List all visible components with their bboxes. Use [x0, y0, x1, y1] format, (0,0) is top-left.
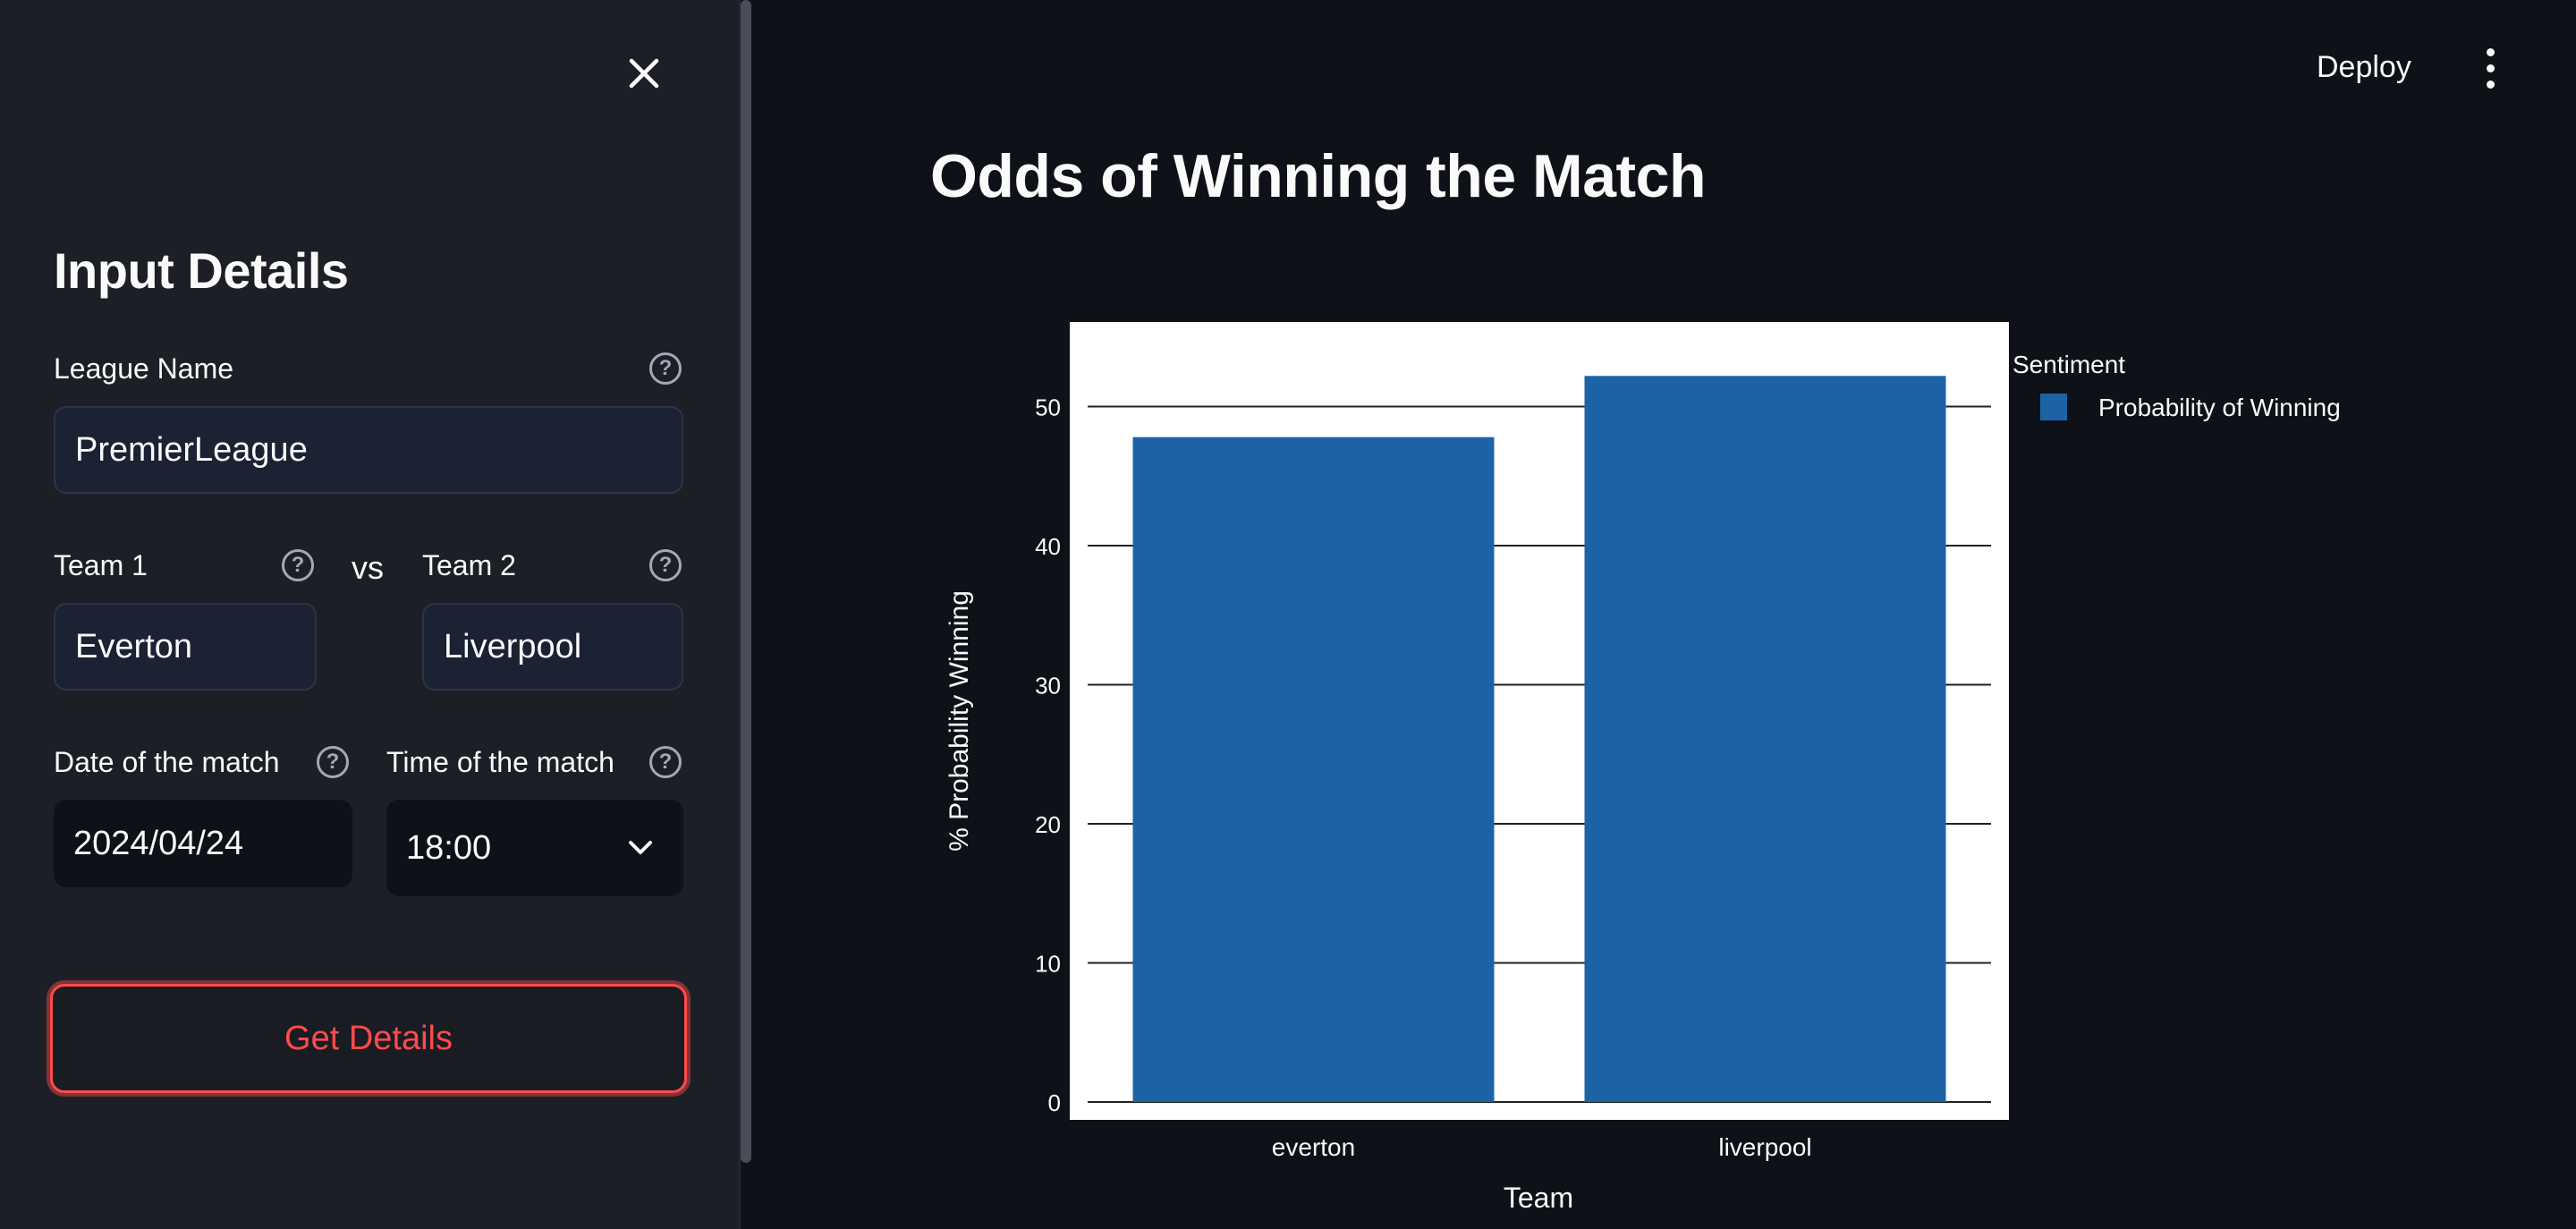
sidebar-title: Input Details — [54, 242, 349, 299]
bar-everton — [1132, 437, 1495, 1102]
get-details-button[interactable]: Get Details — [50, 984, 687, 1093]
close-icon — [629, 58, 659, 89]
y-tick-label: 0 — [1048, 1089, 1061, 1116]
legend-title: Sentiment — [2012, 351, 2125, 378]
legend-label: Probability of Winning — [2098, 394, 2341, 421]
team2-label: Team 2 — [422, 549, 516, 581]
legend-swatch — [2040, 394, 2067, 420]
time-help-icon[interactable]: ? — [649, 746, 682, 778]
team1-label: Team 1 — [54, 549, 148, 581]
team1-input[interactable] — [54, 603, 317, 691]
x-tick-label: liverpool — [1718, 1133, 1811, 1161]
more-vertical-icon — [2486, 47, 2495, 89]
y-tick-label: 40 — [1035, 533, 1061, 560]
deploy-button[interactable]: Deploy — [2317, 49, 2411, 84]
y-tick-label: 10 — [1035, 951, 1061, 978]
y-tick-label: 50 — [1035, 394, 1061, 421]
date-value: 2024/04/24 — [73, 824, 244, 862]
team2-help-icon[interactable]: ? — [649, 549, 682, 581]
y-tick-label: 20 — [1035, 811, 1061, 838]
league-name-label: League Name — [54, 352, 234, 385]
time-select[interactable]: 18:00 — [386, 800, 683, 896]
sidebar-scrollbar[interactable] — [741, 0, 751, 1163]
date-help-icon[interactable]: ? — [317, 746, 349, 778]
team1-help-icon[interactable]: ? — [282, 549, 314, 581]
league-name-input[interactable] — [54, 406, 683, 494]
chevron-down-icon — [629, 841, 652, 854]
bar-liverpool — [1584, 376, 1946, 1102]
page-title: Odds of Winning the Match — [930, 142, 1707, 210]
league-help-icon[interactable]: ? — [649, 352, 682, 385]
y-axis-title: % Probability Winning — [945, 590, 974, 852]
vs-label: vs — [352, 549, 384, 586]
time-label: Time of the match — [386, 746, 614, 778]
y-tick-label: 30 — [1035, 673, 1061, 699]
x-axis-title: Team — [1504, 1182, 1573, 1214]
close-sidebar-button[interactable] — [621, 50, 667, 97]
win-probability-chart: 0 10 20 30 40 50 everton liverpool % Probabili… — [945, 322, 2341, 1214]
team2-input[interactable] — [422, 603, 683, 691]
main-menu-button[interactable] — [2474, 43, 2506, 93]
time-value: 18:00 — [406, 828, 492, 867]
x-tick-label: everton — [1272, 1133, 1355, 1161]
sidebar: Input Details League Name ? Team 1 ? vs … — [0, 0, 741, 1229]
date-label: Date of the match — [54, 746, 280, 778]
date-input[interactable]: 2024/04/24 — [54, 800, 352, 887]
